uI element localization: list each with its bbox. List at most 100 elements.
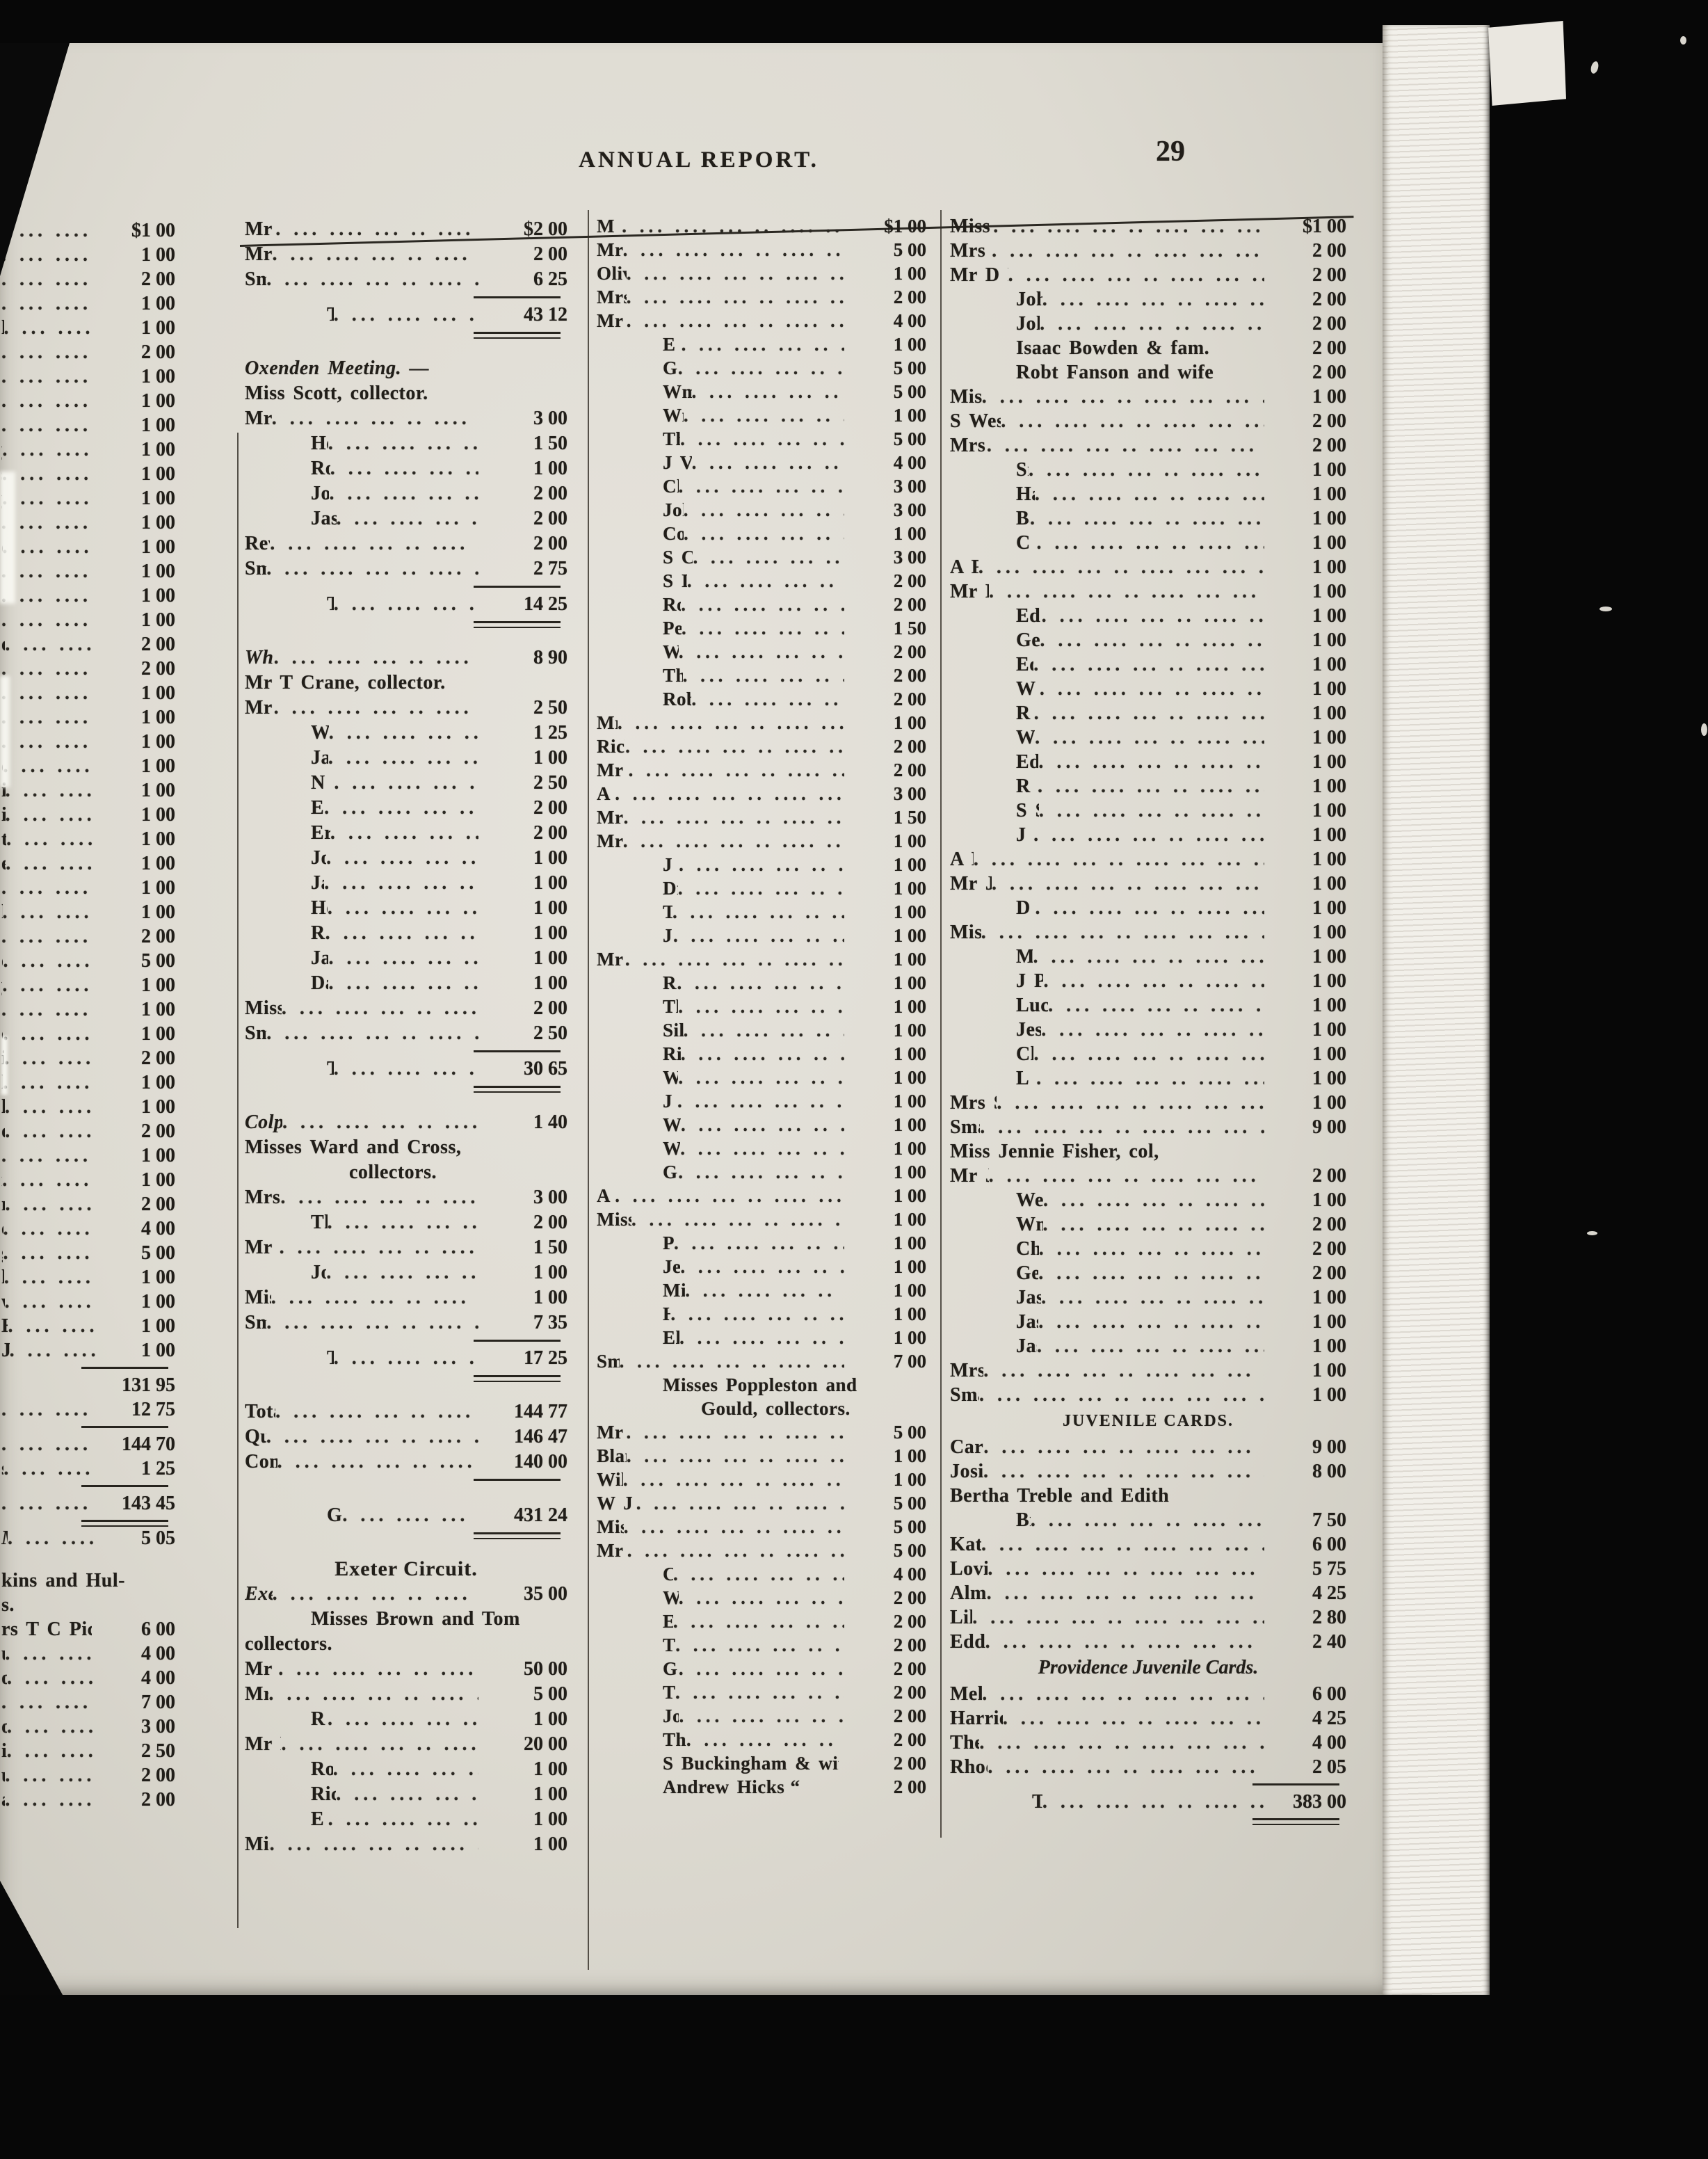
ledger-row: 143 45 (1, 1491, 175, 1516)
amount: 1 00 (1312, 1311, 1346, 1333)
amount: 2 00 (893, 1776, 926, 1797)
leader-dots (328, 1210, 478, 1235)
leader-dots (974, 847, 1264, 872)
leader-dots (6, 851, 97, 876)
amount: 2 00 (141, 658, 175, 680)
leader-dots (678, 876, 844, 900)
ledger-row: R Crocker 1 00 (950, 774, 1346, 798)
donor-name: Mr John Hardy, sr (245, 1237, 280, 1258)
amount: 2 00 (893, 760, 926, 780)
amount: 131 95 (122, 1374, 175, 1396)
total-rule (1, 1481, 175, 1491)
ledger-row: Mr James Gould 1 00 (950, 872, 1346, 896)
ledger-row: R J Given 1 00 (245, 921, 567, 946)
ledger-row: ewes 2 00 (1, 632, 175, 657)
donor-name: J Graham (1, 1340, 10, 1361)
amount: 1 00 (1312, 800, 1346, 821)
amount: 1 00 (1312, 532, 1346, 554)
amount: 1 00 (141, 561, 175, 582)
leader-dots (627, 285, 844, 309)
ledger-row: y1 00 (1, 486, 175, 511)
leader-dots (692, 451, 844, 474)
donor-name: Thomas Shapton (663, 1729, 686, 1750)
leader-dots (679, 640, 844, 664)
amount: 1 00 (893, 1303, 926, 1324)
leader-dots (4, 1046, 97, 1070)
amount: 1 00 (1312, 946, 1346, 968)
amount: 4 00 (141, 1667, 175, 1689)
donor-name: Brooks (1016, 1509, 1031, 1531)
leader-dots (683, 664, 844, 687)
donor-name: Thos Rydall (311, 1212, 328, 1233)
leader-dots (679, 474, 844, 498)
donor-name: Robt Frayne (663, 594, 681, 615)
ledger-row: Mrs R Handford 2 00 (950, 239, 1346, 263)
amount: 1 50 (533, 433, 567, 454)
leader-dots (7, 1666, 97, 1690)
ledger-row: 1 00 (1, 584, 175, 608)
leader-dots (1, 584, 97, 608)
leader-dots (3, 1070, 97, 1095)
leader-dots (673, 1610, 844, 1633)
ledger-row: Eliza Wood 1 00 (597, 1326, 926, 1349)
leader-dots (1043, 1212, 1264, 1237)
amount: 5 00 (893, 1540, 926, 1561)
leader-dots (334, 592, 478, 617)
leader-dots (679, 1586, 844, 1610)
donor-name: Blanche Clarke (597, 1445, 627, 1466)
donor-name: Bayley (1016, 508, 1030, 529)
donor-name: W Fairburn (663, 1138, 681, 1159)
book-page: ANNUAL REPORT. 29 $1 00 1 00 2 00 1 00 len 1 … (0, 43, 1383, 1995)
leader-dots (5, 632, 97, 657)
amount: 1 00 (1312, 970, 1346, 992)
leader-dots (1036, 1066, 1264, 1091)
leader-dots (328, 1807, 478, 1832)
leader-dots (1035, 725, 1264, 750)
ledger-row: W Perkins 1 00 (597, 1066, 926, 1089)
leader-dots (681, 593, 844, 616)
ledger-row: Mrs Pickard 5 00 (245, 1682, 567, 1707)
leader-dots (281, 1732, 478, 1757)
donor-name: Olive J Hooper (597, 263, 627, 284)
donor-name: Mrs S Popplestone. (950, 1092, 997, 1114)
donor-name: Robt Delve and wife. (663, 689, 691, 709)
ledger-row: Theo Sweet 4 00 (950, 1731, 1346, 1755)
amount: 7 35 (533, 1312, 567, 1333)
leader-dots (5, 1095, 97, 1119)
note-row: Miss Scott, collector. (245, 381, 567, 406)
leader-dots (679, 1326, 844, 1349)
donor-name: M J Pickard (597, 216, 622, 236)
leader-dots (1, 730, 97, 754)
amount: 1 00 (1312, 1043, 1346, 1065)
donor-name: J V Crocker & wife.. (663, 452, 692, 473)
amount: 3 00 (893, 547, 926, 568)
leader-dots (328, 946, 478, 971)
amount: 1 00 (893, 523, 926, 544)
ledger-row: Small sums 2 75 (245, 556, 567, 581)
ledger-row: $1 00 (1, 218, 175, 243)
amount: 7 00 (893, 1351, 926, 1372)
donor-name: C Perkins (1016, 532, 1036, 554)
section-heading: Colpoy's Bay Meeting 1 40 (245, 1110, 567, 1135)
amount: 3 00 (893, 783, 926, 804)
donor-name: Katie Gould (950, 1534, 981, 1555)
amount: 3 00 (533, 408, 567, 429)
ledger-row: Mr J Hooper 5 00 (597, 238, 926, 262)
ledger-row: Erancis Travis 2 00 (245, 821, 567, 846)
total-rule (245, 292, 567, 303)
amount: 2 00 (533, 797, 567, 819)
amount: 1 00 (533, 1287, 567, 1308)
amount: 5 00 (893, 1493, 926, 1514)
amount: 3 00 (893, 499, 926, 520)
leader-dots (988, 1557, 1264, 1581)
leader-dots (1033, 652, 1264, 677)
amount: 1 00 (1312, 1360, 1346, 1381)
amount: 1 00 (533, 747, 567, 769)
amount: 2 00 (893, 1658, 926, 1679)
amount: 2 00 (893, 665, 926, 686)
leader-dots (992, 872, 1264, 896)
ledger-row: Small sums 7 35 (245, 1310, 567, 1335)
ledger-row: Mr W Westaway $2 00 (245, 217, 567, 242)
amount: 146 47 (514, 1426, 567, 1447)
